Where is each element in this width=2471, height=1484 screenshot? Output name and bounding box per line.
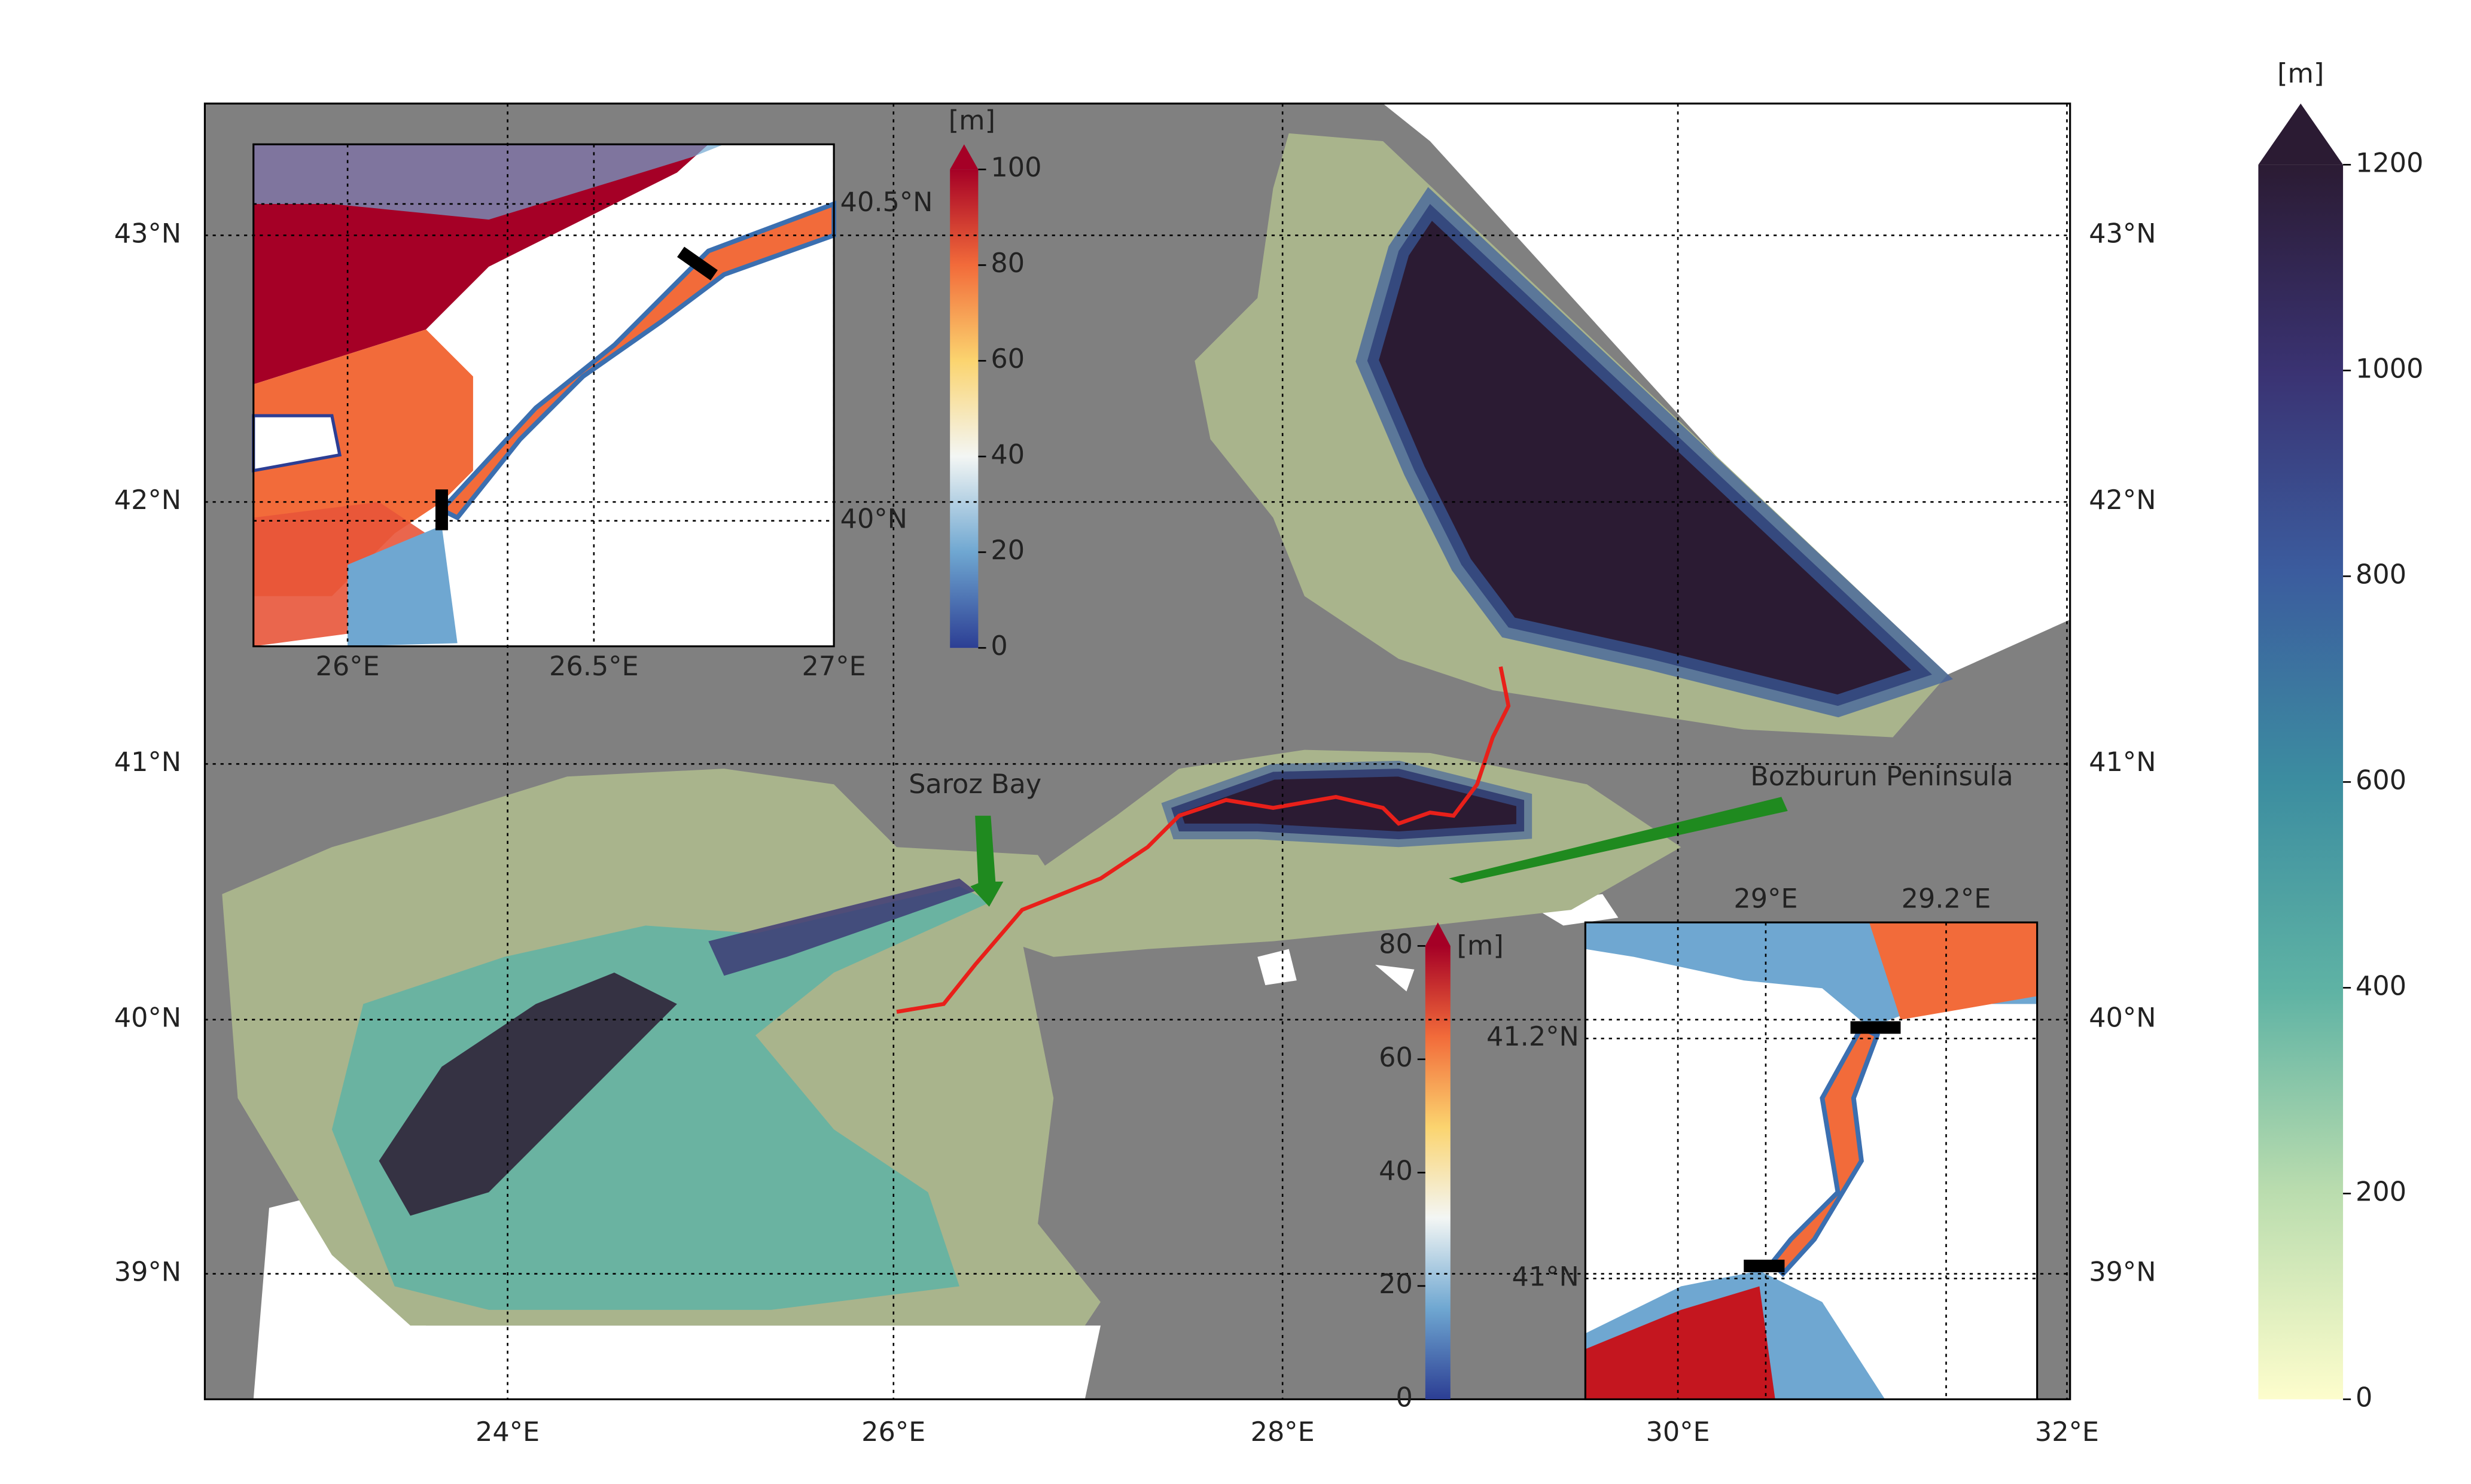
colorbar-unit: [m] [1457,930,1504,961]
colorbar [1425,946,1451,1400]
y-tick-label: 43°N [114,218,181,249]
y-tick-label: 40°N [2089,1002,2156,1034]
y-tick-label: 40.5°N [840,187,933,218]
colorbar-tick-label: 0 [2356,1382,2372,1413]
colorbar-tick-label: 600 [2356,764,2406,796]
annotation: Saroz Bay [909,769,1041,800]
main-frame [203,102,2071,1400]
x-tick-label: 29°E [1733,883,1797,914]
colorbar-tick-label: 0 [1396,1382,1412,1413]
colorbar-tick-label: 60 [991,343,1025,374]
y-tick-label: 39°N [2089,1257,2156,1288]
main-map [205,103,2070,1400]
y-tick-label: 41.2°N [1486,1021,1579,1052]
y-tick-label: 39°N [114,1257,181,1288]
colorbar-tick-label: 20 [1379,1269,1413,1300]
colorbar-tick-label: 80 [1379,928,1413,959]
colorbar-tick-label: 800 [2356,559,2406,590]
colorbar-tick-label: 80 [991,248,1025,279]
colorbar-tick-label: 100 [991,152,1041,183]
colorbar-unit: [m] [949,105,995,136]
x-tick-label: 26°E [316,651,380,682]
annotation: Bozburun Peninsula [1750,761,2013,792]
colorbar-tick-label: 20 [991,535,1025,566]
x-tick-label: 24°E [476,1416,540,1448]
y-tick-label: 41°N [114,746,181,778]
colorbar-tick-label: 40 [991,439,1025,470]
y-tick-label: 42°N [2089,484,2156,516]
x-tick-label: 26°E [861,1416,925,1448]
x-tick-label: 30°E [1646,1416,1710,1448]
colorbar-extend [2258,103,2344,165]
x-tick-label: 32°E [2035,1416,2099,1448]
inset-bosphorus [1584,921,2039,1400]
colorbar-tick-label: 400 [2356,970,2406,1001]
colorbar [950,169,979,648]
x-tick-label: 29.2°E [1902,883,1991,914]
inset-dardanelles [252,143,837,648]
y-tick-label: 40°N [840,504,907,535]
x-tick-label: 26.5°E [549,651,639,682]
colorbar [2258,164,2344,1400]
y-tick-label: 42°N [114,484,181,516]
y-tick-label: 43°N [2089,218,2156,249]
x-tick-label: 27°E [802,651,866,682]
colorbar-unit: [m] [2277,58,2324,89]
y-tick-label: 41°N [1512,1261,1579,1292]
colorbar-extend [950,144,979,170]
colorbar-tick-label: 1000 [2356,353,2423,384]
colorbar-extend [1425,922,1451,946]
colorbar-tick-label: 0 [991,630,1007,662]
x-tick-label: 28°E [1251,1416,1315,1448]
y-tick-label: 40°N [114,1002,181,1034]
colorbar-tick-label: 40 [1379,1155,1413,1186]
colorbar-tick-label: 200 [2356,1176,2406,1207]
colorbar-tick-label: 60 [1379,1042,1413,1073]
y-tick-label: 41°N [2089,746,2156,778]
colorbar-tick-label: 1200 [2356,147,2423,178]
